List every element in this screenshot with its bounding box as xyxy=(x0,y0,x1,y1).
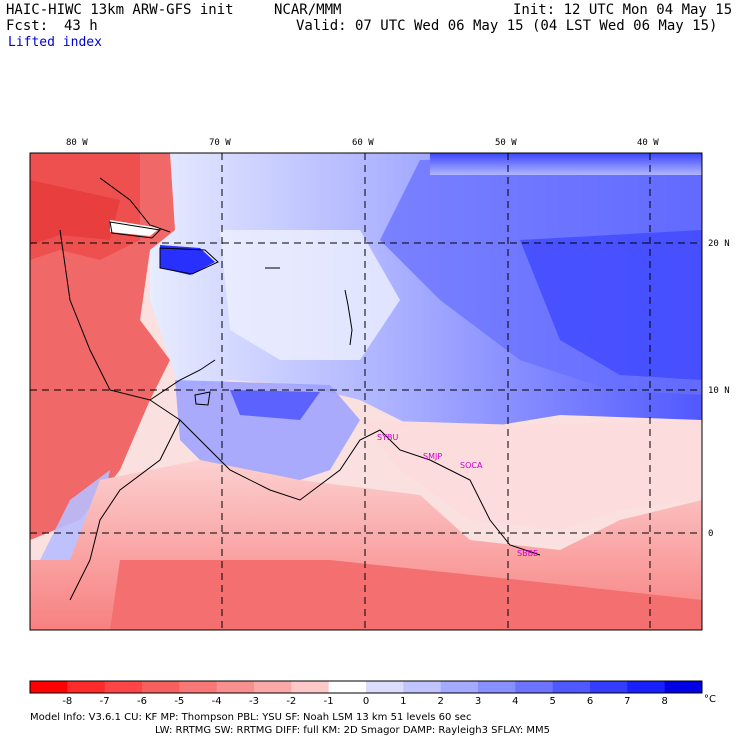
colorbar-tick-label: -3 xyxy=(249,696,259,707)
colorbar-swatch xyxy=(478,681,516,693)
graticule xyxy=(30,153,702,630)
colorbar-swatch xyxy=(104,681,143,693)
colorbar-tick-label: -5 xyxy=(174,696,184,707)
colorbar-tick-label: 8 xyxy=(661,696,667,707)
fcst-label: Fcst: xyxy=(6,18,49,34)
colorbar-tick-label: -7 xyxy=(100,696,110,707)
colorbar-swatch xyxy=(291,681,330,693)
colorbar-tick-label: 3 xyxy=(475,696,481,707)
lon-label: 40 W xyxy=(637,138,659,148)
colorbar-tick-label: -2 xyxy=(286,696,296,707)
valid-time: Valid: 07 UTC Wed 06 May 15 (04 LST Wed … xyxy=(296,18,718,34)
colorbar-swatch xyxy=(403,681,442,693)
station-label: SOCA xyxy=(460,461,483,470)
colorbar-tick-label: 4 xyxy=(512,696,518,707)
colorbar-tick-label: 0 xyxy=(363,696,369,707)
lat-label: 20 N xyxy=(708,239,730,249)
colorbar-unit: °C xyxy=(704,694,716,705)
colorbar-swatch xyxy=(664,681,703,693)
lat-label: 0 xyxy=(708,529,713,539)
station-label: SYBU xyxy=(377,433,398,442)
coastlines xyxy=(59,177,541,601)
colorbar-tick-label: 5 xyxy=(549,696,555,707)
colorbar-swatch xyxy=(67,681,106,693)
colorbar-tick-label: 2 xyxy=(437,696,443,707)
lon-label: 80 W xyxy=(66,138,88,148)
colorbar-swatch xyxy=(627,681,666,693)
colorbar: -8 -7 -6 -5 -4 -3 -2 -1 0 1 2 3 4 5 6 7 8 °C xyxy=(29,680,716,707)
model-title: HAIC-HIWC 13km ARW-GFS init xyxy=(6,2,234,18)
init-time: Init: 12 UTC Mon 04 May 15 xyxy=(513,2,733,18)
colorbar-swatch xyxy=(590,681,628,693)
colorbar-tick-label: -1 xyxy=(324,696,334,707)
lon-label: 70 W xyxy=(209,138,231,148)
colorbar-swatch xyxy=(216,681,255,693)
field-name: Lifted index xyxy=(8,35,102,50)
colorbar-swatch xyxy=(254,681,292,693)
fcst-value: 43 h xyxy=(64,18,98,34)
colorbar-swatch xyxy=(179,681,218,693)
lat-label: 10 N xyxy=(708,386,730,396)
lon-label: 60 W xyxy=(352,138,374,148)
footer-line-2: LW: RRTMG SW: RRTMG DIFF: full KM: 2D Sm… xyxy=(155,725,551,736)
map-frame xyxy=(29,152,703,631)
colorbar-tick-label: 7 xyxy=(624,696,630,707)
colorbar-swatch xyxy=(366,681,404,693)
footer-line-1: Model Info: V3.6.1 CU: KF MP: Thompson P… xyxy=(30,712,472,723)
lon-label: 50 W xyxy=(495,138,517,148)
colorbar-frame xyxy=(29,680,703,694)
lifted-index-field xyxy=(30,153,702,630)
colorbar-swatch xyxy=(328,681,367,693)
colorbar-swatch xyxy=(552,681,591,693)
colorbar-tick-label: -6 xyxy=(137,696,147,707)
org-label: NCAR/MMM xyxy=(274,2,342,18)
station-label: SMJP xyxy=(423,452,442,461)
colorbar-swatch xyxy=(440,681,479,693)
colorbar-tick-label: -4 xyxy=(212,696,222,707)
colorbar-swatch xyxy=(515,681,554,693)
colorbar-swatch xyxy=(142,681,180,693)
colorbar-tick-label: -8 xyxy=(62,696,72,707)
station-label: SBBE xyxy=(517,549,538,558)
colorbar-tick-label: 6 xyxy=(587,696,593,707)
colorbar-tick-label: 1 xyxy=(400,696,406,707)
colorbar-swatch xyxy=(30,681,68,693)
